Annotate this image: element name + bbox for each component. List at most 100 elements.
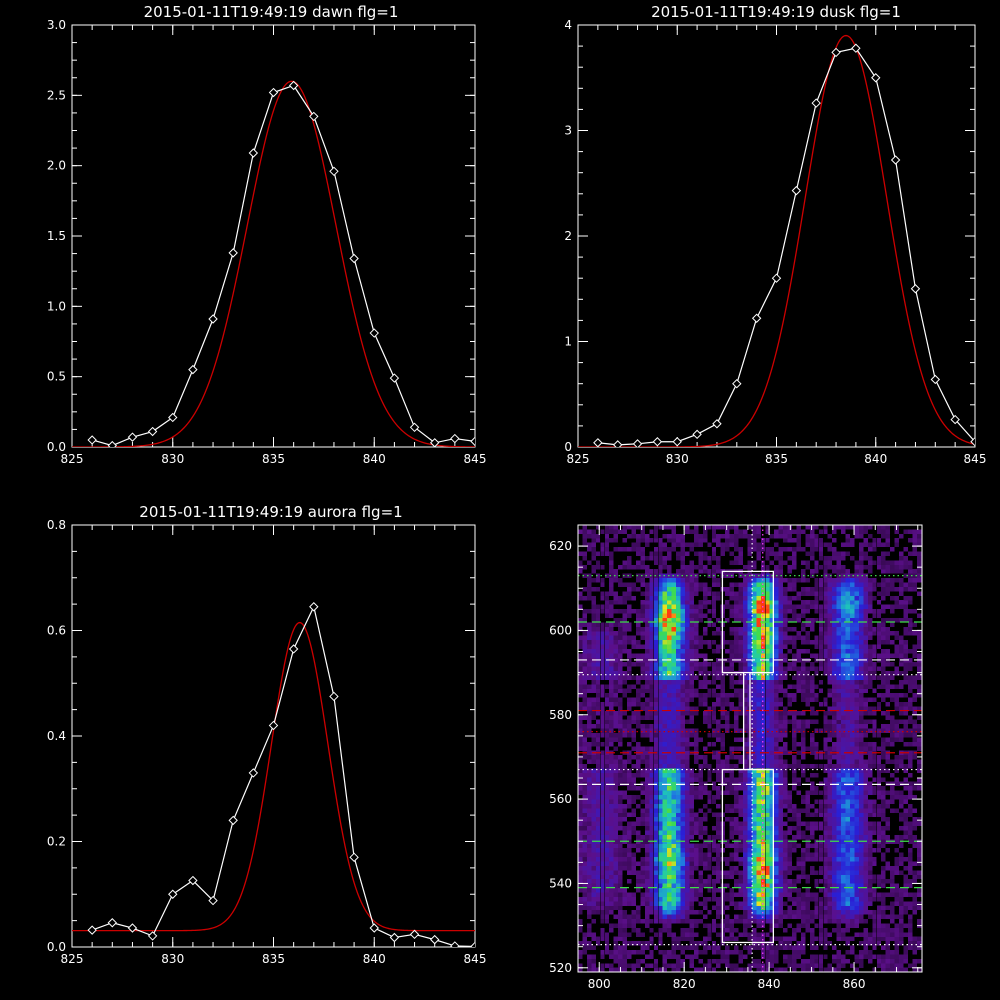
heatmap-cell: [702, 746, 708, 751]
heatmap-cell: [595, 941, 601, 946]
heatmap-cell: [765, 648, 770, 654]
heatmap-cell: [841, 808, 846, 813]
heatmap-cell: [801, 870, 806, 875]
heatmap-cell: [591, 852, 596, 858]
heatmap-cell: [823, 781, 828, 787]
heatmap-cell: [818, 843, 824, 849]
heatmap-cell: [600, 724, 605, 729]
heatmap-cell: [885, 963, 891, 968]
heatmap-cell: [903, 719, 908, 725]
heatmap-cell: [676, 759, 681, 765]
heatmap-cell: [743, 843, 748, 849]
heatmap-cell: [595, 724, 601, 729]
heatmap-cell: [872, 927, 877, 933]
heatmap-cell: [618, 865, 623, 871]
heatmap-cell: [814, 914, 819, 920]
heatmap-cell: [867, 750, 873, 756]
heatmap-cell: [729, 772, 734, 778]
heatmap-cell: [751, 817, 757, 822]
heatmap-cell: [743, 914, 748, 920]
heatmap-cell: [903, 910, 908, 915]
heatmap-cell: [689, 768, 694, 773]
heatmap-cell: [805, 764, 810, 769]
heatmap-cell: [618, 817, 623, 822]
heatmap-cell: [680, 834, 685, 840]
heatmap-cell: [644, 834, 650, 840]
heatmap-cell: [591, 640, 596, 645]
heatmap-cell: [792, 901, 797, 906]
heatmap-cell: [609, 728, 614, 734]
heatmap-cell: [680, 799, 685, 804]
heatmap-cell: [680, 826, 685, 831]
heatmap-cell: [841, 936, 846, 942]
heatmap-cell: [578, 834, 583, 840]
heatmap-cell: [609, 857, 614, 862]
heatmap-cell: [845, 759, 850, 765]
heatmap-cell: [698, 702, 703, 707]
heatmap-cell: [916, 666, 922, 672]
heatmap-cell: [769, 653, 775, 658]
heatmap-cell: [850, 861, 855, 866]
heatmap-cell: [751, 892, 757, 897]
heatmap-cell: [867, 874, 873, 880]
heatmap-cell: [783, 852, 788, 858]
heatmap-cell: [769, 662, 775, 667]
heatmap-cell: [595, 790, 601, 796]
heatmap-cell: [644, 644, 650, 649]
heatmap-cell: [609, 861, 614, 866]
heatmap-cell: [778, 764, 784, 769]
heatmap-cell: [850, 950, 855, 955]
heatmap-cell: [609, 764, 614, 769]
heatmap-cell: [778, 914, 784, 920]
heatmap-cell: [743, 741, 748, 747]
heatmap-cell: [658, 896, 663, 902]
heatmap-cell: [778, 870, 784, 875]
heatmap-cell: [631, 653, 636, 658]
heatmap-cell: [685, 936, 690, 942]
heatmap-cell: [600, 710, 605, 716]
x-tick-label: 825: [61, 452, 84, 466]
heatmap-cell: [685, 826, 690, 831]
heatmap-cell: [823, 901, 828, 906]
heatmap-cell: [751, 888, 757, 893]
heatmap-cell: [582, 945, 587, 951]
heatmap-cell: [689, 896, 694, 902]
heatmap-cell: [823, 919, 828, 924]
heatmap-cell: [854, 648, 859, 654]
heatmap-cell: [693, 662, 699, 667]
heatmap-cell: [894, 963, 899, 968]
heatmap-cell: [702, 671, 708, 676]
heatmap-cell: [747, 905, 752, 911]
heatmap-cell: [783, 675, 788, 680]
heatmap-cell: [836, 901, 841, 906]
heatmap-cell: [756, 861, 761, 866]
heatmap-cell: [676, 919, 681, 924]
heatmap-cell: [582, 640, 587, 645]
heatmap-cell: [908, 790, 913, 796]
heatmap-cell: [676, 830, 681, 835]
heatmap-cell: [809, 967, 815, 972]
heatmap-cell: [640, 759, 645, 765]
heatmap-cell: [778, 737, 784, 742]
heatmap-cell: [908, 892, 913, 897]
heatmap-cell: [908, 741, 913, 747]
heatmap-cell: [671, 861, 676, 866]
heatmap-cell: [636, 715, 641, 720]
heatmap-cell: [685, 865, 690, 871]
heatmap-cell: [876, 733, 882, 738]
heatmap-cell: [876, 764, 882, 769]
heatmap-cell: [858, 817, 864, 822]
heatmap-cell: [899, 706, 904, 711]
heatmap-cell: [908, 666, 913, 672]
heatmap-cell: [618, 644, 623, 649]
heatmap-cell: [894, 697, 899, 703]
heatmap-cell: [814, 741, 819, 747]
heatmap-cell: [809, 684, 815, 689]
heatmap-cell: [586, 932, 592, 937]
heatmap-cell: [702, 941, 708, 946]
heatmap-cell: [881, 653, 886, 658]
heatmap-cell: [604, 786, 610, 791]
heatmap-cell: [676, 777, 681, 782]
heatmap-cell: [729, 675, 734, 680]
heatmap-cell: [769, 719, 775, 725]
